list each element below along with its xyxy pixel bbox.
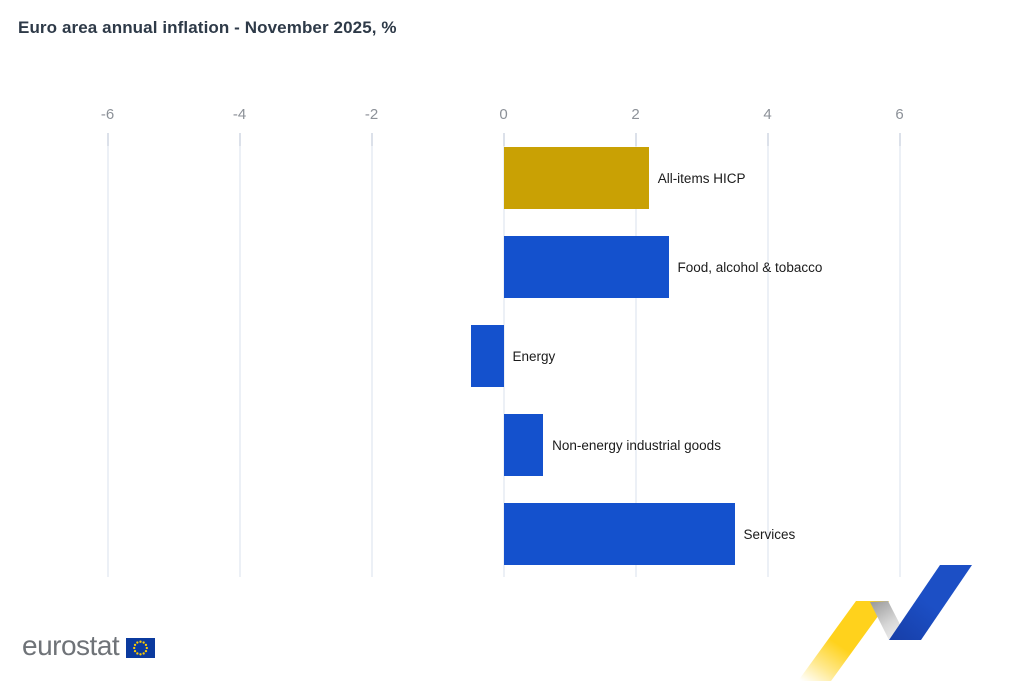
x-axis-tick-label: -2 [364,106,379,123]
x-axis-tick-label: 2 [631,106,640,123]
bar-label-food-alcohol-tobacco: Food, alcohol & tobacco [677,259,823,275]
bar-energy[interactable] [470,325,504,387]
bar-food-alcohol-tobacco[interactable] [503,236,669,298]
axis-tick-4 [766,133,769,146]
axis-tick-2 [634,133,637,146]
eurostat-logo-text: eurostat [22,630,120,661]
axis-tick-6 [898,133,901,146]
axis-tick--6 [106,133,109,146]
bar-non-energy-industrial-goods[interactable] [503,414,544,476]
x-axis-tick-label: 4 [763,106,772,123]
gridline--6 [106,133,109,577]
gridline-0 [502,133,505,577]
eurostat-logo: eurostat [22,630,156,661]
x-axis-tick-label: 6 [895,106,904,123]
axis-tick--2 [370,133,373,146]
bar-services[interactable] [503,503,735,565]
gridline-6 [898,133,901,577]
bar-label-services: Services [743,526,796,542]
axis-tick--4 [238,133,241,146]
gridline-4 [766,133,769,577]
gridline--2 [370,133,373,577]
gridline-2 [634,133,637,577]
bar-label-energy: Energy [512,348,556,364]
bar-label-all-items-hicp: All-items HICP [657,170,746,186]
axis-tick-0 [502,133,505,146]
bar-all-items-hicp[interactable] [503,147,649,209]
x-axis-tick-label: -4 [232,106,247,123]
eu-flag-icon [126,638,156,658]
gridline--4 [238,133,241,577]
x-axis-tick-label: 0 [499,106,508,123]
bar-label-non-energy-industrial-goods: Non-energy industrial goods [552,437,721,453]
chart-title: Euro area annual inflation - November 20… [18,18,397,37]
x-axis-tick-label: -6 [100,106,115,123]
